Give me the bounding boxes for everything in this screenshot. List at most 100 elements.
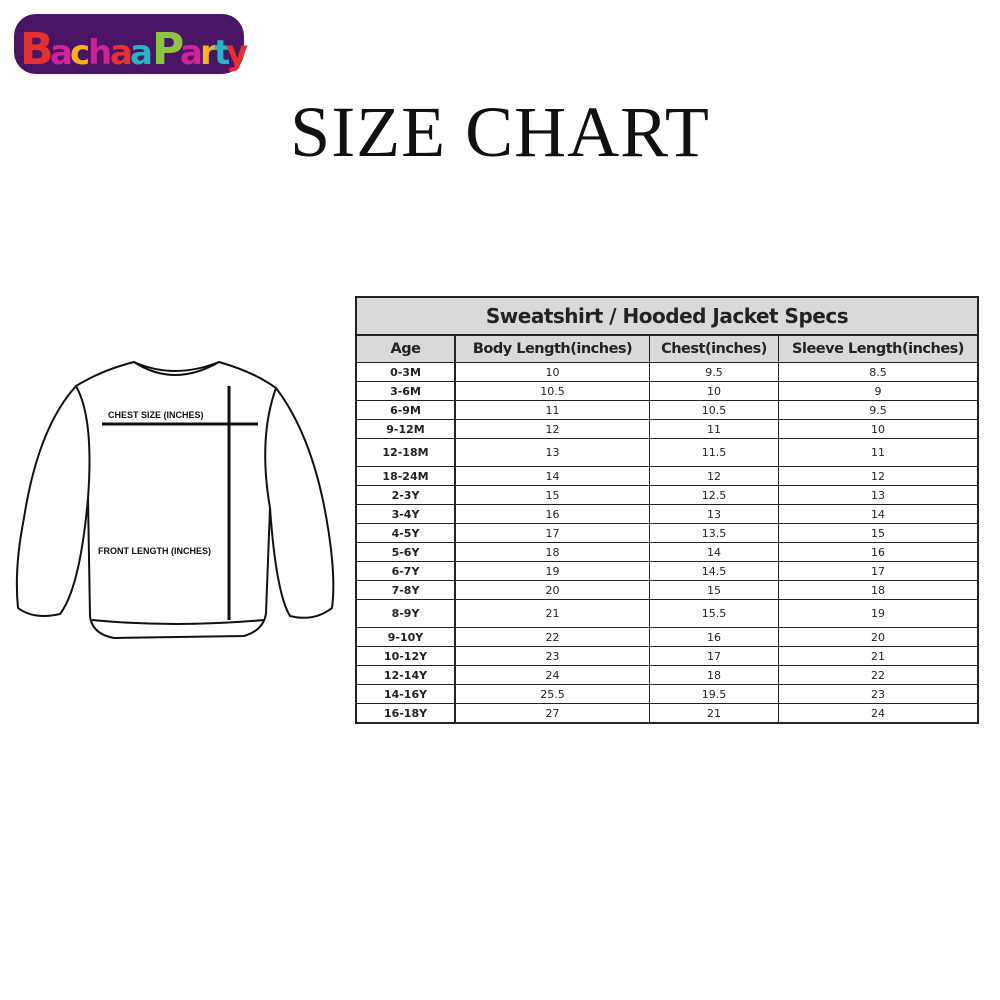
cell-sleeve-length: 9 [778,381,979,401]
cell-sleeve-length: 11 [778,438,979,467]
column-header-body-length: Body Length(inches) [454,334,650,363]
cell-body-length: 14 [454,466,650,486]
cell-chest: 12 [649,466,779,486]
cell-age: 12-14Y [355,665,456,685]
table-row: 0-3M 10 9.5 8.5 [355,362,979,382]
table-row: 3-6M 10.5 10 9 [355,381,979,401]
front-length-label: FRONT LENGTH (INCHES) [98,546,211,556]
svg-text:r: r [200,33,217,73]
cell-chest: 13 [649,504,779,524]
cell-age: 3-4Y [355,504,456,524]
column-header-chest: Chest(inches) [649,334,779,363]
cell-body-length: 15 [454,485,650,505]
cell-age: 9-10Y [355,627,456,647]
cell-chest: 10 [649,381,779,401]
cell-age: 14-16Y [355,684,456,704]
cell-chest: 12.5 [649,485,779,505]
svg-text:a: a [180,33,203,73]
cell-age: 12-18M [355,438,456,467]
table-row: 7-8Y 20 15 18 [355,580,979,600]
cell-sleeve-length: 10 [778,419,979,439]
cell-sleeve-length: 16 [778,542,979,562]
svg-text:B: B [20,24,54,75]
chest-size-label: CHEST SIZE (INCHES) [108,410,204,420]
svg-text:a: a [130,33,153,73]
svg-text:P: P [152,24,184,75]
cell-sleeve-length: 24 [778,703,979,724]
table-row: 3-4Y 16 13 14 [355,504,979,524]
cell-sleeve-length: 19 [778,599,979,628]
cell-body-length: 18 [454,542,650,562]
cell-body-length: 12 [454,419,650,439]
cell-chest: 18 [649,665,779,685]
cell-sleeve-length: 12 [778,466,979,486]
cell-age: 5-6Y [355,542,456,562]
svg-text:h: h [88,33,112,73]
cell-body-length: 10 [454,362,650,382]
cell-age: 6-7Y [355,561,456,581]
cell-chest: 11 [649,419,779,439]
svg-text:a: a [110,33,133,73]
cell-body-length: 10.5 [454,381,650,401]
cell-chest: 10.5 [649,400,779,420]
table-row: 5-6Y 18 14 16 [355,542,979,562]
cell-chest: 21 [649,703,779,724]
column-header-age: Age [355,334,456,363]
table-row: 8-9Y 21 15.5 19 [355,599,979,628]
cell-body-length: 13 [454,438,650,467]
cell-age: 10-12Y [355,646,456,666]
cell-age: 9-12M [355,419,456,439]
svg-text:a: a [50,33,73,73]
cell-sleeve-length: 22 [778,665,979,685]
cell-body-length: 22 [454,627,650,647]
cell-chest: 17 [649,646,779,666]
svg-text:c: c [70,33,90,73]
table-row: 9-10Y 22 16 20 [355,627,979,647]
table-row: 9-12M 12 11 10 [355,419,979,439]
cell-age: 7-8Y [355,580,456,600]
cell-chest: 19.5 [649,684,779,704]
cell-age: 3-6M [355,381,456,401]
cell-age: 16-18Y [355,703,456,724]
cell-sleeve-length: 21 [778,646,979,666]
cell-sleeve-length: 13 [778,485,979,505]
table-row: 14-16Y 25.5 19.5 23 [355,684,979,704]
cell-body-length: 11 [454,400,650,420]
cell-chest: 11.5 [649,438,779,467]
table-row: 10-12Y 23 17 21 [355,646,979,666]
cell-body-length: 17 [454,523,650,543]
cell-sleeve-length: 18 [778,580,979,600]
cell-sleeve-length: 8.5 [778,362,979,382]
table-title: Sweatshirt / Hooded Jacket Specs [355,296,979,336]
table-row: 16-18Y 27 21 24 [355,703,979,724]
cell-sleeve-length: 17 [778,561,979,581]
table-row: 6-9M 11 10.5 9.5 [355,400,979,420]
cell-chest: 15.5 [649,599,779,628]
cell-age: 6-9M [355,400,456,420]
table-row: 6-7Y 19 14.5 17 [355,561,979,581]
table-row: 12-14Y 24 18 22 [355,665,979,685]
cell-body-length: 27 [454,703,650,724]
cell-chest: 15 [649,580,779,600]
cell-age: 4-5Y [355,523,456,543]
cell-age: 18-24M [355,466,456,486]
cell-body-length: 24 [454,665,650,685]
cell-body-length: 20 [454,580,650,600]
cell-chest: 13.5 [649,523,779,543]
cell-chest: 14 [649,542,779,562]
page-title: SIZE CHART [290,92,710,172]
cell-chest: 14.5 [649,561,779,581]
cell-body-length: 16 [454,504,650,524]
table-row: 18-24M 14 12 12 [355,466,979,486]
cell-chest: 16 [649,627,779,647]
cell-sleeve-length: 23 [778,684,979,704]
cell-sleeve-length: 20 [778,627,979,647]
table-row: 12-18M 13 11.5 11 [355,438,979,467]
sweatshirt-diagram [15,360,335,640]
cell-sleeve-length: 9.5 [778,400,979,420]
cell-body-length: 23 [454,646,650,666]
cell-age: 0-3M [355,362,456,382]
cell-body-length: 25.5 [454,684,650,704]
cell-age: 2-3Y [355,485,456,505]
cell-body-length: 21 [454,599,650,628]
